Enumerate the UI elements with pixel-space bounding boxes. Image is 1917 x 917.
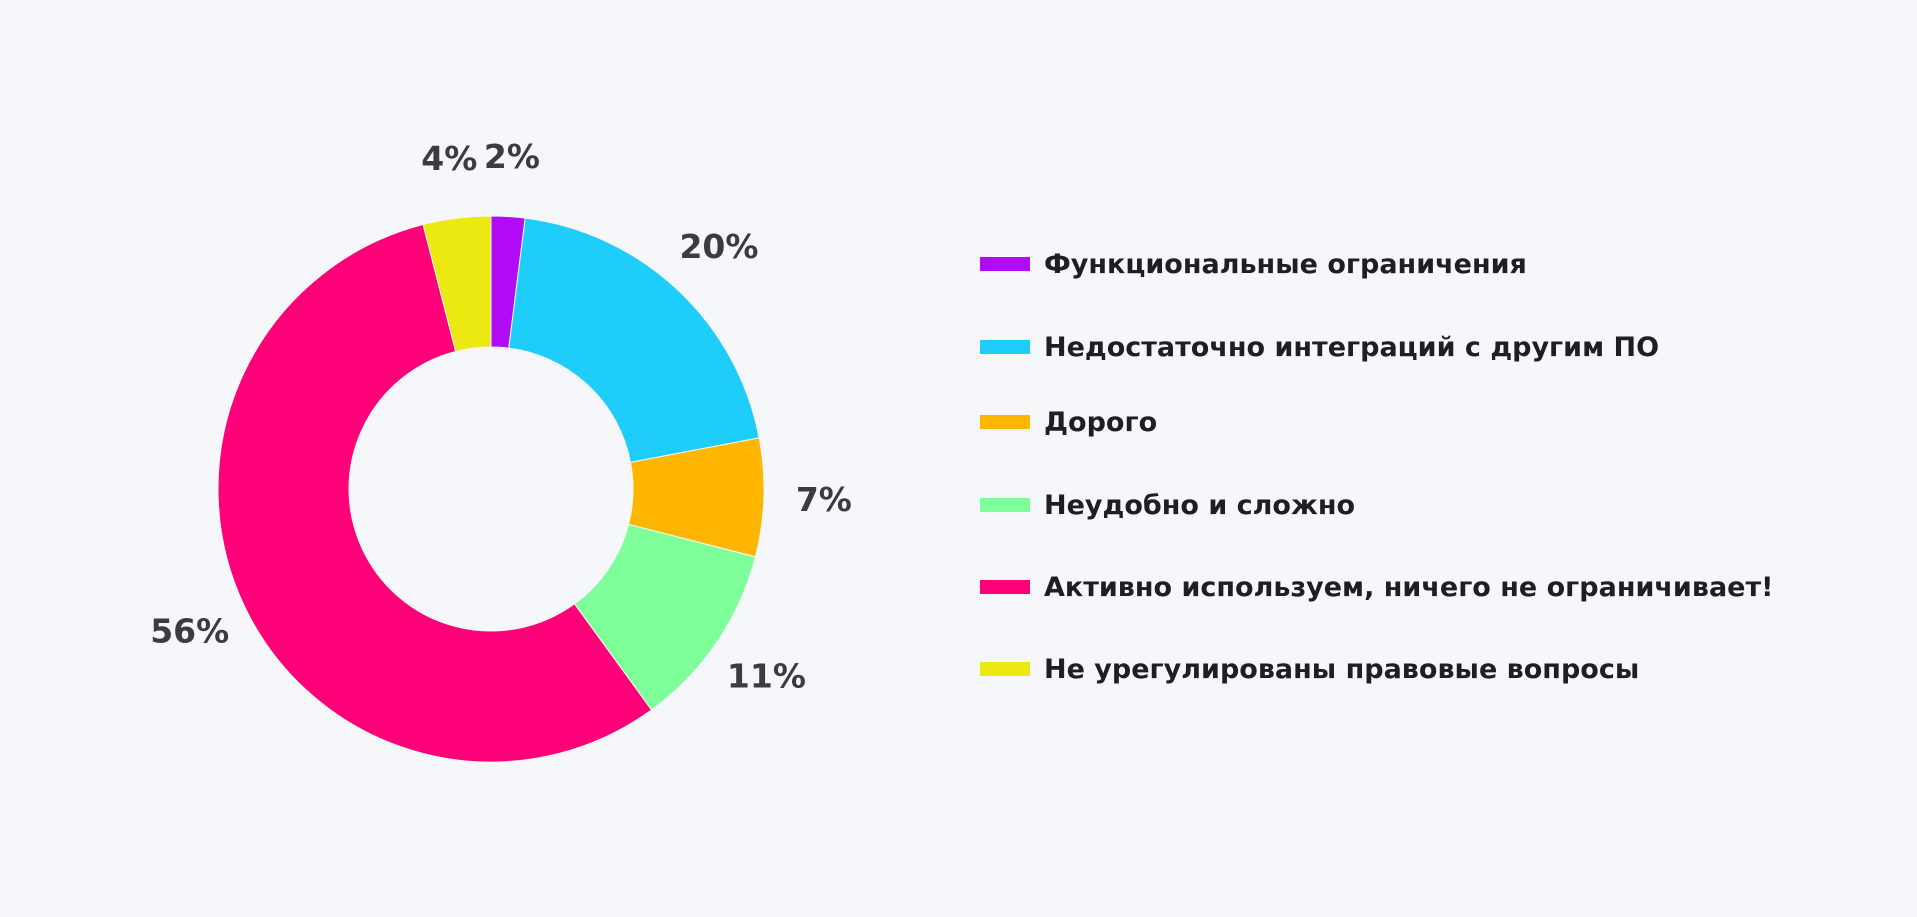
legend-swatch: [980, 340, 1030, 354]
legend-item: Функциональные ограничения: [980, 244, 1527, 284]
slice-value-label: 20%: [679, 227, 758, 266]
legend-label: Неудобно и сложно: [1044, 489, 1356, 521]
legend-label: Не урегулированы правовые вопросы: [1044, 653, 1640, 685]
legend-swatch: [980, 415, 1030, 429]
slices-group: [217, 215, 765, 763]
legend-item: Недостаточно интеграций с другим ПО: [980, 327, 1659, 367]
value-labels-group: 2% 20% 7% 11% 56% 4%: [150, 137, 852, 696]
legend-item: Дорого: [980, 402, 1157, 442]
slice-value-label: 11%: [727, 657, 806, 696]
legend-swatch: [980, 498, 1030, 512]
legend-swatch: [980, 662, 1030, 676]
legend-label: Активно используем, ничего не ограничива…: [1044, 571, 1774, 603]
legend-label: Недостаточно интеграций с другим ПО: [1044, 331, 1660, 363]
legend: Функциональные ограничения Недостаточно …: [980, 0, 1880, 917]
legend-swatch: [980, 257, 1030, 271]
donut-slice: [422, 215, 492, 353]
legend-item: Активно используем, ничего не ограничива…: [980, 567, 1773, 607]
slice-value-label: 4%: [421, 139, 477, 178]
legend-label: Функциональные ограничения: [1044, 248, 1527, 280]
donut-slice: [217, 223, 653, 763]
legend-label: Дорого: [1044, 406, 1158, 438]
slice-value-label: 2%: [484, 137, 540, 176]
legend-item: Неудобно и сложно: [980, 485, 1355, 525]
legend-item: Не урегулированы правовые вопросы: [980, 649, 1639, 689]
legend-swatch: [980, 580, 1030, 594]
slice-value-label: 56%: [150, 611, 229, 650]
slice-value-label: 7%: [796, 480, 852, 519]
donut-slice: [508, 217, 760, 463]
